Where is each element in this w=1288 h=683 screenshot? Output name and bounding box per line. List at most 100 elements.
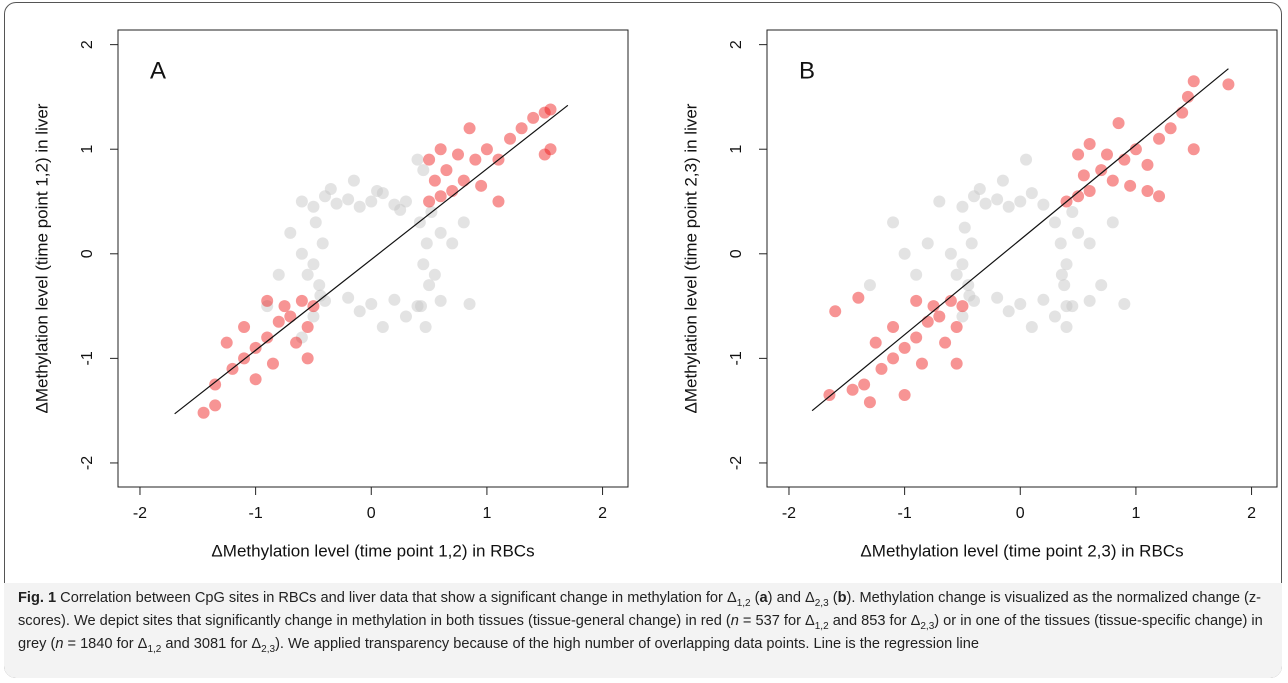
point (1048, 310, 1061, 323)
x-tick-label: 2 (1247, 505, 1256, 522)
plot-box (766, 29, 1278, 488)
point (544, 143, 557, 156)
point (869, 336, 882, 349)
point (463, 122, 476, 135)
caption-text: ) and Δ (767, 590, 815, 606)
point (290, 336, 303, 349)
y-tick-label: 0 (728, 249, 745, 258)
point (313, 279, 326, 292)
point (238, 320, 251, 333)
point (1055, 268, 1068, 281)
point (388, 293, 401, 306)
point (295, 331, 308, 344)
point (371, 185, 384, 198)
x-tick-label: 1 (1131, 505, 1140, 522)
point (1025, 187, 1038, 200)
point (376, 320, 389, 333)
point (956, 310, 969, 323)
caption-text: and 853 for Δ (828, 613, 921, 629)
point (434, 226, 447, 239)
y-tick-label: 2 (79, 40, 96, 49)
point (434, 143, 447, 156)
point (330, 197, 343, 210)
caption-text: ). Methylation change is visualized as t… (18, 590, 1262, 629)
point (1083, 137, 1096, 150)
point (1106, 216, 1119, 229)
point (272, 315, 285, 328)
point (423, 153, 436, 166)
caption-text: 2,3 (814, 597, 829, 609)
point (933, 310, 946, 323)
point (1077, 169, 1090, 182)
point (272, 268, 285, 281)
point (1083, 185, 1096, 198)
point (411, 300, 424, 313)
point (365, 195, 378, 208)
x-tick-label: 1 (482, 505, 491, 522)
y-tick-label: 2 (728, 40, 745, 49)
point (973, 182, 986, 195)
point (1066, 205, 1079, 218)
point (1060, 300, 1073, 313)
y-tick-label: -1 (79, 351, 96, 365)
point (209, 399, 222, 412)
point (417, 258, 430, 271)
point (316, 237, 329, 250)
point (1129, 143, 1142, 156)
point (887, 320, 900, 333)
point (887, 216, 900, 229)
caption-text: b (837, 590, 847, 606)
point (309, 216, 322, 229)
point (295, 195, 308, 208)
point (411, 153, 424, 166)
point (1014, 195, 1027, 208)
point (996, 174, 1009, 187)
point (1141, 185, 1154, 198)
caption: Fig. 1 Correlation between CpG sites in … (4, 583, 1282, 678)
point (910, 294, 923, 307)
point (1181, 90, 1194, 103)
point (1095, 164, 1108, 177)
y-axis-title: ΔMethylation level (time point 1,2) in l… (32, 103, 51, 413)
point (991, 193, 1004, 206)
x-tick-label: 2 (598, 505, 607, 522)
caption-text: n (55, 636, 64, 652)
point (469, 153, 482, 166)
y-tick-label: 1 (728, 145, 745, 154)
caption-text: 1,2 (147, 643, 162, 655)
y-tick-label: 0 (79, 249, 96, 258)
caption-text: and 3081 for Δ (161, 636, 262, 652)
point (423, 279, 436, 292)
point (261, 294, 274, 307)
point (394, 203, 407, 216)
point (428, 268, 441, 281)
point (1101, 148, 1113, 161)
point (921, 237, 934, 250)
point (419, 320, 432, 333)
x-tick-label: -1 (249, 505, 263, 522)
caption-text: ). We applied transparency because of th… (275, 636, 979, 652)
point (307, 200, 320, 213)
y-tick-label: -2 (728, 456, 745, 470)
point (979, 197, 992, 210)
y-tick-label: -1 (728, 351, 745, 365)
x-axis-title: ΔMethylation level (time point 2,3) in R… (860, 541, 1183, 560)
chart: -2 -1 0 1 2 -2 -1 0 1 2 ΔMethylation level (time p… (32, 29, 1278, 560)
point (399, 310, 412, 323)
point (457, 174, 470, 187)
point (475, 179, 488, 192)
point (307, 258, 320, 271)
point (915, 357, 928, 370)
point (1106, 174, 1119, 187)
point (1176, 106, 1189, 119)
point (1112, 117, 1125, 130)
x-tick-label: 0 (1016, 505, 1025, 522)
point (1083, 294, 1096, 307)
point (863, 279, 876, 292)
point (944, 294, 957, 307)
point (950, 357, 963, 370)
point (527, 111, 540, 124)
caption-text: a (759, 590, 768, 606)
caption-text: ) or in one of the tissues (tissue-speci… (18, 613, 1263, 652)
